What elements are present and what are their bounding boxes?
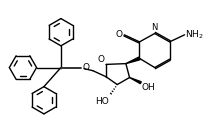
- Text: O: O: [98, 55, 105, 64]
- Text: N: N: [151, 23, 158, 32]
- Text: O: O: [82, 63, 89, 72]
- Text: OH: OH: [142, 83, 156, 92]
- Text: HO: HO: [95, 97, 109, 106]
- Text: NH$_2$: NH$_2$: [185, 28, 204, 41]
- Polygon shape: [126, 57, 140, 64]
- Text: O: O: [116, 30, 123, 39]
- Polygon shape: [129, 77, 141, 84]
